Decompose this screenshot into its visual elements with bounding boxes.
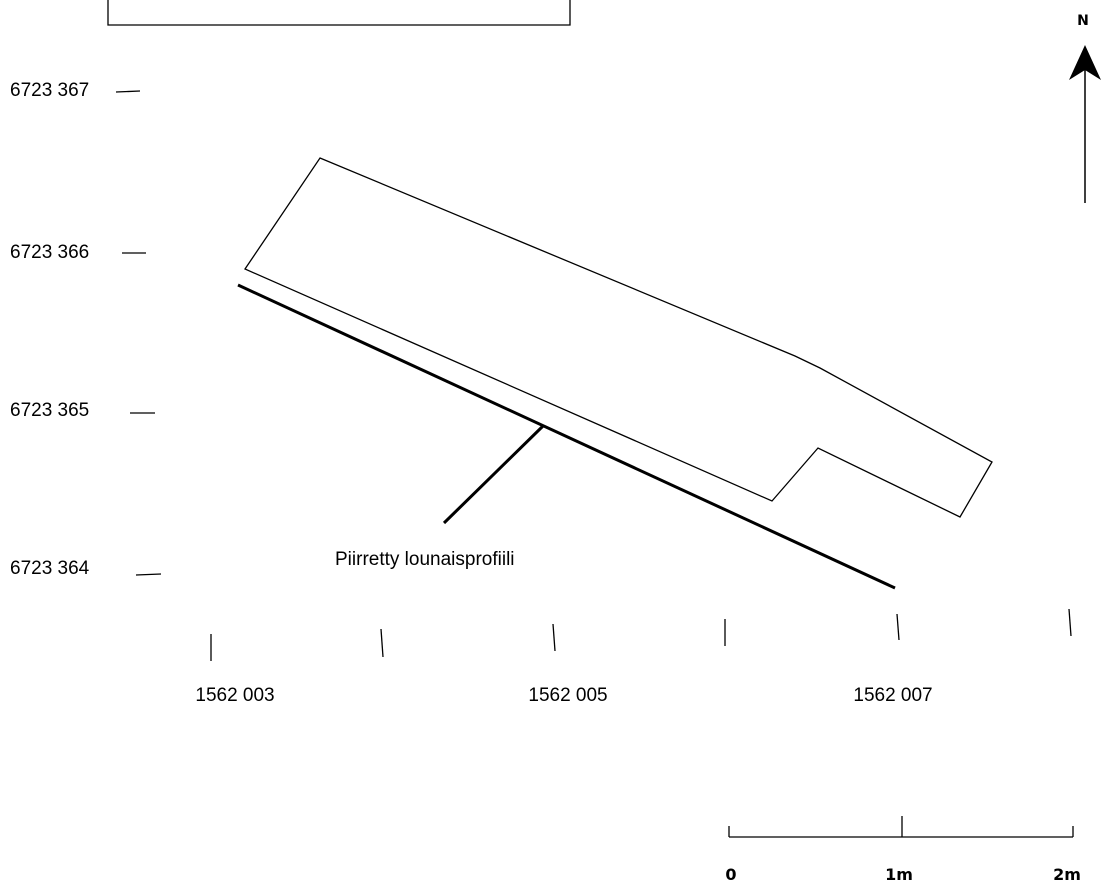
scale-label-2m: 2m — [1053, 865, 1081, 884]
easting-label-1562005: 1562 005 — [528, 685, 607, 706]
easting-label-1562003: 1562 003 — [195, 685, 274, 706]
easting-tick-6 — [1068, 608, 1072, 637]
north-label: N — [1077, 13, 1089, 29]
scale-label-0: 0 — [725, 865, 736, 884]
easting-label-1562007: 1562 007 — [853, 685, 932, 706]
top-frame-outline — [107, 0, 571, 26]
profile-leader-line — [442, 424, 545, 525]
easting-tick-2 — [380, 628, 384, 658]
easting-tick-3 — [552, 623, 556, 652]
northing-label-6723367: 6723 367 — [10, 80, 89, 101]
northing-label-6723364: 6723 364 — [10, 558, 90, 579]
north-arrow-icon — [1069, 45, 1101, 80]
northing-label-6723365: 6723 365 — [10, 400, 89, 421]
profile-label: Piirretty lounaisprofiili — [335, 549, 515, 570]
northing-tick-6723364 — [135, 573, 162, 576]
scale-label-1m: 1m — [885, 865, 913, 884]
excavation-area-outline — [244, 157, 993, 518]
northing-tick-6723367 — [115, 90, 141, 93]
southwest-profile-line — [237, 283, 896, 590]
easting-tick-5 — [896, 613, 900, 641]
scale-bar — [728, 816, 1074, 838]
northing-label-6723366: 6723 366 — [10, 242, 89, 263]
